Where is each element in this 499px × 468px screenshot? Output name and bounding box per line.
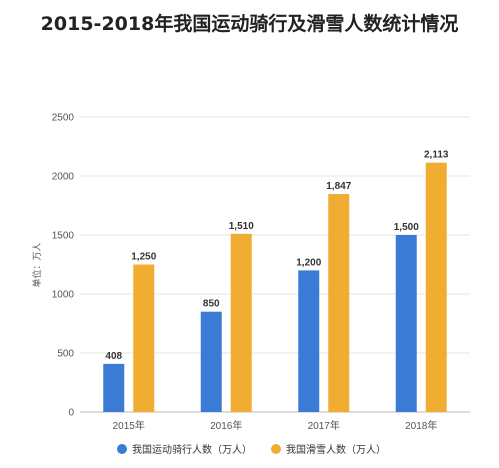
bar-value-label: 2,113 (424, 150, 449, 161)
y-tick-label: 1000 (52, 290, 75, 301)
bar-value-label: 1,250 (131, 252, 156, 263)
x-tick-label: 2018年 (405, 419, 437, 432)
bar (230, 233, 252, 412)
bar (133, 264, 155, 412)
y-tick-label: 0 (68, 408, 74, 419)
bar-value-label: 1,510 (229, 221, 254, 232)
legend: 我国运动骑行人数（万人） 我国滑雪人数（万人） (117, 443, 386, 456)
bar (395, 235, 417, 412)
bar (425, 162, 447, 412)
bar (298, 270, 320, 412)
x-tick-label: 2016年 (210, 419, 242, 432)
bar (103, 363, 125, 412)
legend-label: 我国滑雪人数（万人） (286, 443, 386, 456)
chart-title: 2015-2018年我国运动骑行及滑雪人数统计情况 (0, 8, 499, 41)
y-axis: 0 500 1000 1500 2000 2500 (52, 113, 75, 419)
bar-value-label: 850 (203, 299, 220, 310)
legend-marker (271, 444, 281, 454)
bars: 408 1,250 850 1,510 1,200 1,847 1,500 2,113 (103, 150, 449, 412)
legend-marker (117, 444, 127, 454)
y-tick-label: 2500 (52, 113, 75, 124)
x-tick-label: 2015年 (113, 419, 145, 432)
bar-value-label: 408 (105, 351, 122, 362)
chart-title-text: 2015-2018年我国运动骑行及滑雪人数统计情况 (40, 13, 459, 35)
y-tick-label: 1500 (52, 231, 75, 242)
x-tick-label: 2017年 (308, 419, 340, 432)
y-tick-label: 500 (57, 349, 74, 360)
x-axis: 2015年 2016年 2017年 2018年 (113, 419, 438, 432)
bar (328, 194, 350, 412)
y-axis-label: 单位：万人 (31, 242, 43, 287)
bar-value-label: 1,500 (394, 222, 419, 233)
bar (200, 311, 222, 412)
bar-value-label: 1,200 (296, 257, 321, 268)
bar-value-label: 1,847 (326, 181, 351, 192)
y-tick-label: 2000 (52, 172, 75, 183)
legend-label: 我国运动骑行人数（万人） (132, 443, 252, 456)
